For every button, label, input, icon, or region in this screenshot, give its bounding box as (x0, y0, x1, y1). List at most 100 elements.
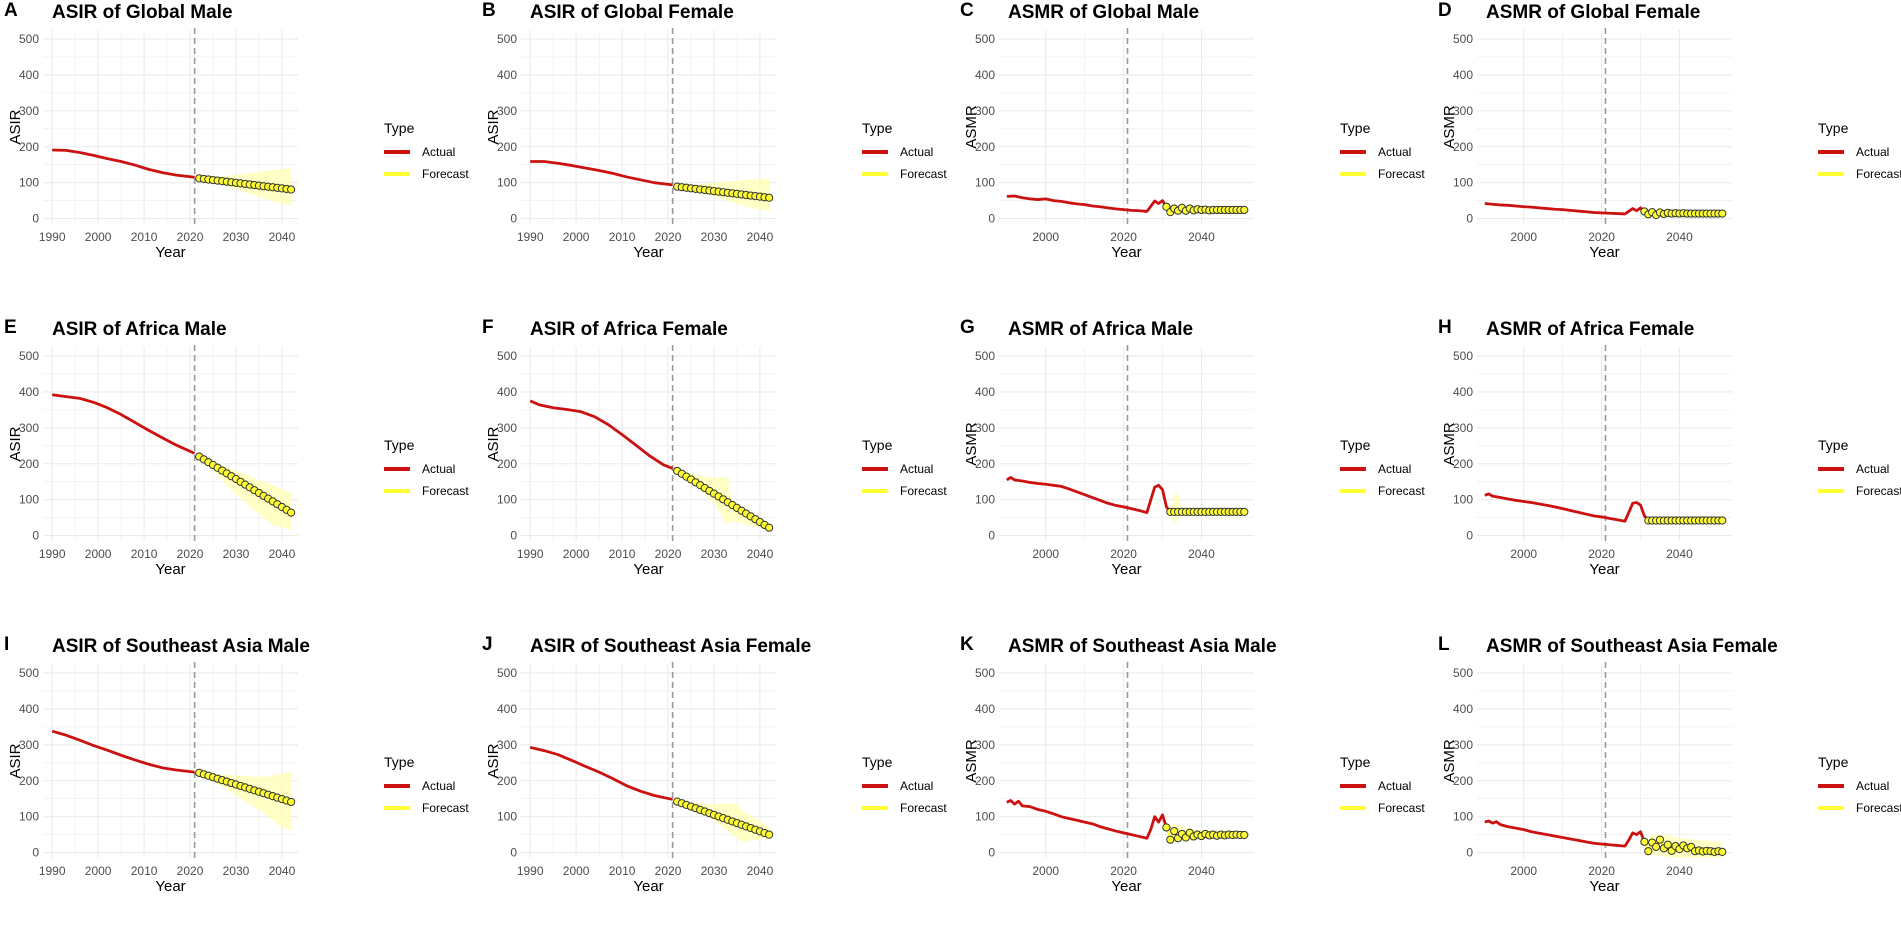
legend-swatch-actual (1818, 784, 1844, 788)
chart-title: ASIR of Africa Female (530, 319, 728, 340)
y-axis-title: ASMR (963, 422, 980, 466)
legend-item-actual: Actual (1818, 458, 1901, 480)
y-tick-label: 0 (988, 529, 995, 543)
x-tick-label: 1990 (39, 864, 66, 878)
forecast-point (287, 508, 296, 517)
legend-label-actual: Actual (1856, 145, 1890, 159)
legend-swatch-forecast (862, 489, 888, 493)
x-tick-label: 2000 (563, 230, 590, 244)
actual-series-line (529, 745, 673, 801)
legend-item-actual: Actual (1818, 775, 1901, 797)
forecast-point (1240, 205, 1249, 215)
x-tick-label: 2020 (655, 230, 682, 244)
legend-title: Type (1818, 437, 1849, 453)
legend-item-actual: Actual (862, 141, 952, 163)
x-tick-label: 1990 (517, 864, 544, 878)
y-tick-label: 100 (1453, 493, 1473, 507)
x-tick-label: 2040 (1666, 230, 1693, 244)
x-tick-label: 2040 (269, 864, 296, 878)
y-tick-label: 200 (19, 140, 39, 154)
y-axis-title: ASIR (7, 109, 24, 144)
y-tick-label: 0 (1466, 846, 1473, 860)
legend: Type Actual Forecast (862, 120, 952, 185)
x-tick-label: 2000 (85, 230, 112, 244)
legend-label-forecast: Forecast (900, 801, 947, 815)
y-tick-label: 400 (1453, 702, 1473, 716)
legend-swatch-forecast (384, 172, 410, 176)
y-tick-label: 500 (19, 666, 39, 680)
legend-item-forecast: Forecast (862, 480, 952, 502)
y-tick-label: 400 (19, 702, 39, 716)
actual-series-line (51, 729, 195, 774)
y-tick-label: 200 (497, 774, 517, 788)
y-tick-label: 100 (1453, 810, 1473, 824)
legend-item-actual: Actual (384, 141, 474, 163)
forecast-point (1718, 516, 1727, 525)
actual-series-line (52, 393, 196, 455)
y-tick-label: 300 (497, 421, 517, 435)
legend-item-forecast: Forecast (384, 480, 474, 502)
x-axis-title: Year (633, 878, 663, 895)
y-tick-label: 100 (19, 493, 39, 507)
legend-swatch-actual (384, 784, 410, 788)
x-tick-label: 2020 (1588, 864, 1615, 878)
chart-panel: A ASIR of Global Male 0 100 200 300 400 500 1990… (0, 0, 475, 317)
forecast-point (765, 523, 774, 532)
legend-label-forecast: Forecast (1856, 484, 1901, 498)
legend-label-actual: Actual (1378, 462, 1412, 476)
y-tick-label: 500 (19, 349, 39, 363)
x-axis-title: Year (633, 244, 663, 261)
legend-swatch-actual (862, 467, 888, 471)
x-tick-label: 2040 (1666, 864, 1693, 878)
legend-title: Type (1340, 120, 1371, 136)
legend-swatch-forecast (1340, 806, 1366, 810)
x-tick-label: 2040 (1188, 547, 1215, 561)
plot-area: 0 100 200 300 400 500 2000 2020 2040 ASMR Year (1441, 662, 1732, 895)
x-tick-label: 2020 (177, 547, 204, 561)
y-tick-label: 400 (497, 385, 517, 399)
chart-title: ASMR of Global Male (1008, 2, 1200, 23)
chart-panel: F ASIR of Africa Female 0 100 200 300 400 500 19… (478, 317, 953, 634)
y-tick-label: 500 (19, 32, 39, 46)
chart-title: ASIR of Southeast Asia Male (52, 636, 310, 657)
legend-title: Type (384, 754, 415, 770)
y-tick-label: 300 (19, 738, 39, 752)
legend-label-actual: Actual (422, 462, 456, 476)
x-tick-label: 2030 (223, 547, 250, 561)
y-tick-label: 500 (975, 666, 995, 680)
x-axis-title: Year (1589, 878, 1619, 895)
legend-label-forecast: Forecast (422, 801, 469, 815)
y-tick-label: 0 (988, 846, 995, 860)
x-tick-label: 1990 (517, 547, 544, 561)
chart-title: ASMR of Southeast Asia Female (1486, 636, 1778, 657)
plot-area: 0 100 200 300 400 500 2000 2020 2040 ASMR Year (963, 28, 1254, 261)
y-axis-title: ASMR (1441, 105, 1458, 149)
chart-panel: G ASMR of Africa Male 0 100 200 300 400 500 2000… (956, 317, 1431, 634)
legend-label-forecast: Forecast (1856, 801, 1901, 815)
forecast-ribbon (199, 771, 292, 832)
chart-panel: J ASIR of Southeast Asia Female 0 100 200 300… (478, 634, 953, 951)
legend-item-forecast: Forecast (862, 163, 952, 185)
x-tick-label: 2000 (1032, 547, 1059, 561)
forecast-point (1663, 840, 1672, 849)
y-tick-label: 0 (32, 846, 39, 860)
x-tick-label: 2040 (1666, 547, 1693, 561)
panel-letter: I (4, 634, 10, 655)
y-tick-label: 300 (975, 738, 995, 752)
y-tick-label: 500 (1453, 666, 1473, 680)
legend-item-actual: Actual (1818, 141, 1901, 163)
x-tick-label: 2020 (177, 230, 204, 244)
x-tick-label: 2020 (1110, 230, 1137, 244)
legend: Type Actual Forecast (1818, 120, 1901, 185)
x-tick-label: 2000 (1510, 547, 1537, 561)
chart-title: ASIR of Southeast Asia Female (530, 636, 812, 657)
legend-item-actual: Actual (384, 458, 474, 480)
chart-panel: E ASIR of Africa Male 0 100 200 300 400 500 1990… (0, 317, 475, 634)
legend-item-forecast: Forecast (1340, 480, 1430, 502)
x-axis-title: Year (155, 561, 185, 578)
legend: Type Actual Forecast (862, 754, 952, 819)
actual-series-line (1006, 476, 1172, 515)
y-tick-label: 0 (1466, 529, 1473, 543)
x-tick-label: 1990 (39, 547, 66, 561)
